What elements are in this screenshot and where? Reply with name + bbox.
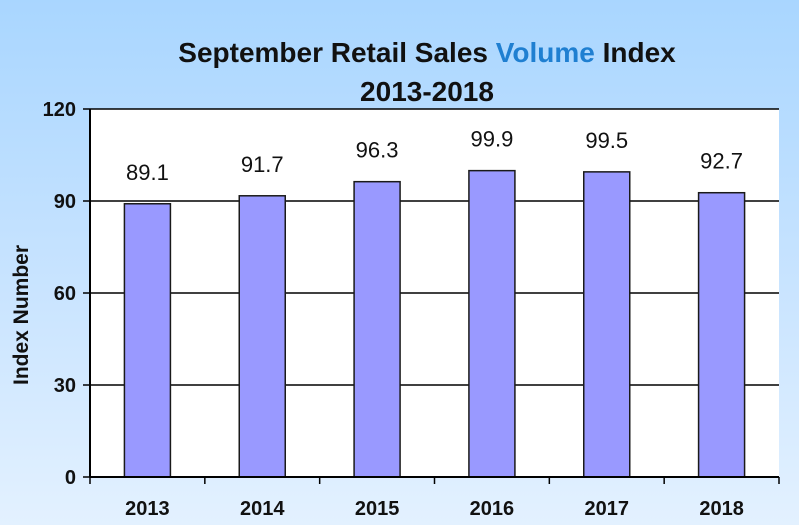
title-part-1: September Retail Sales [178, 37, 495, 68]
title-part-3: Index [595, 37, 676, 68]
x-tick-label-2018: 2018 [699, 498, 744, 520]
data-labels: 89.1 91.7 96.3 99.9 99.5 92.7 [126, 127, 743, 185]
y-tick-label: 120 [43, 99, 76, 121]
bar-2016 [468, 169, 516, 478]
data-label-2014: 91.7 [241, 152, 284, 177]
bars [123, 169, 746, 478]
x-tick-label-2017: 2017 [585, 498, 630, 520]
y-tick-label: 30 [54, 375, 76, 397]
x-tick-label-2013: 2013 [125, 498, 170, 520]
bar-2017 [583, 171, 631, 478]
x-tick-label-2014: 2014 [240, 498, 285, 520]
data-label-2016: 99.9 [471, 127, 514, 152]
x-tick-label-2016: 2016 [470, 498, 515, 520]
bar-2018 [697, 191, 746, 478]
x-tick-labels: 2013 2014 2015 2016 2017 2018 [125, 498, 744, 520]
chart-title: September Retail Sales Volume Index [178, 37, 676, 68]
bar-2014 [238, 195, 286, 478]
y-axis-label: Index Number [10, 245, 33, 385]
y-tick-label: 60 [54, 283, 76, 305]
grid-lines [90, 108, 779, 386]
y-tick-label: 0 [65, 467, 76, 489]
x-tick-label-2015: 2015 [355, 498, 400, 520]
y-tick-label: 90 [54, 191, 76, 213]
bar-2015 [353, 180, 401, 478]
chart-subtitle: 2013-2018 [360, 76, 494, 107]
data-label-2018: 92.7 [700, 149, 743, 174]
data-label-2017: 99.5 [585, 128, 628, 153]
data-label-2013: 89.1 [126, 160, 169, 185]
data-label-2015: 96.3 [356, 138, 399, 163]
y-tick-labels: 0 30 60 90 120 [43, 99, 76, 489]
bar-2013 [123, 203, 172, 478]
axes [83, 108, 780, 484]
title-part-highlight: Volume [496, 37, 595, 68]
